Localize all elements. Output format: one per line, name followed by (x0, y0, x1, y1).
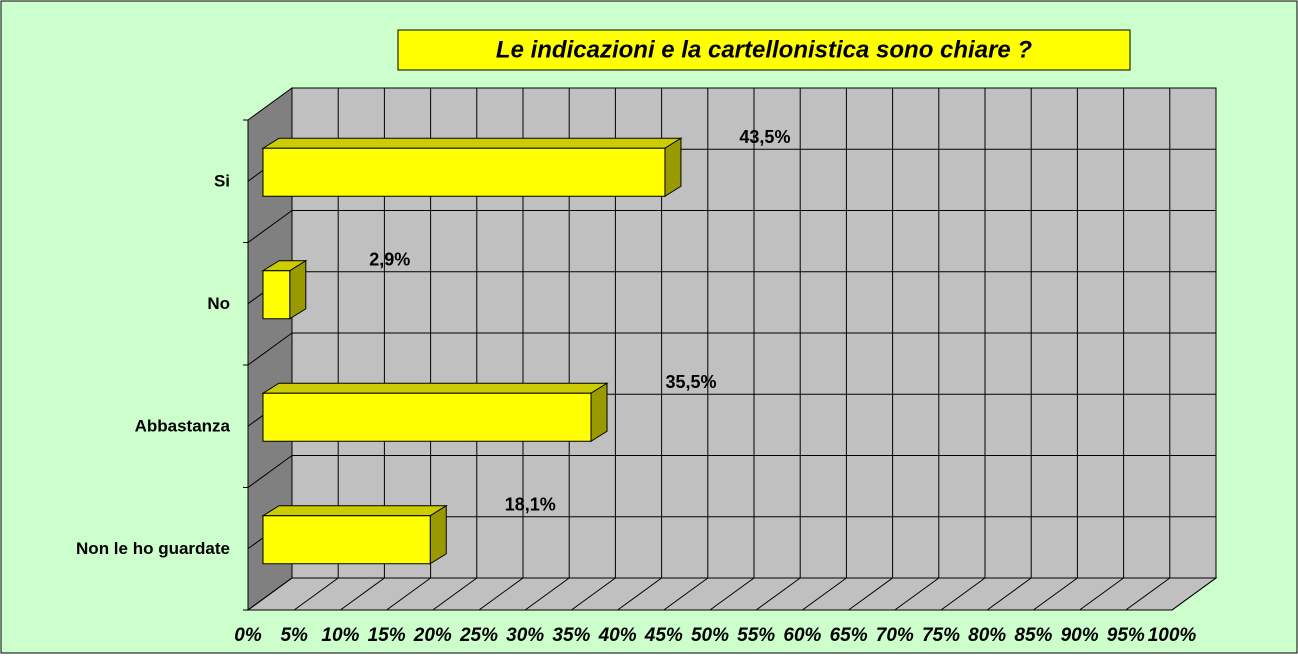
bar-top (261, 382, 609, 394)
floor-line (293, 577, 339, 611)
x-tick-label: 75% (922, 625, 960, 646)
side-line (247, 210, 293, 243)
x-tick-label: 95% (1107, 625, 1145, 646)
floor-line (478, 577, 524, 611)
bar-side (289, 259, 307, 320)
floor-line (1171, 577, 1217, 611)
bar-top (261, 137, 683, 149)
value-label: 2,9% (369, 250, 410, 270)
floor-line (755, 577, 801, 611)
floor-line (1125, 577, 1171, 611)
value-label: 35,5% (665, 372, 716, 392)
bar-side (429, 504, 447, 565)
value-label: 43,5% (739, 127, 790, 147)
floor-line (894, 577, 940, 611)
x-tick-label: 30% (506, 625, 544, 646)
x-tick-label: 0% (234, 625, 262, 646)
y-tick-label: Abbastanza (135, 417, 231, 436)
x-tick-label: 20% (413, 625, 452, 646)
x-tick-label: 40% (598, 625, 637, 646)
bar (262, 270, 291, 320)
floor-line (524, 577, 570, 611)
x-tick-label: 70% (876, 625, 914, 646)
floor-line (432, 577, 478, 611)
floor-line (663, 577, 709, 611)
floor-line (986, 577, 1032, 611)
floor-line (802, 577, 847, 611)
title-box (397, 29, 1131, 71)
x-tick-label: 10% (321, 625, 359, 646)
x-tick-label: 90% (1061, 625, 1099, 646)
x-tick-label: 60% (783, 625, 821, 646)
y-tick-label: No (207, 294, 230, 313)
y-tick-label: Non le ho guardate (76, 539, 230, 558)
floor-line (340, 577, 385, 611)
x-tick-label: 65% (830, 625, 868, 646)
bar-side (590, 382, 608, 443)
x-tick-label: 35% (552, 625, 590, 646)
bar-top (261, 505, 448, 517)
x-tick-label: 55% (737, 625, 775, 646)
x-tick-label: 50% (691, 625, 729, 646)
floor-line (617, 577, 662, 611)
floor-line (247, 577, 293, 611)
floor-line (940, 577, 986, 611)
floor-line (571, 577, 616, 611)
x-tick-label: 100% (1148, 625, 1197, 646)
side-line (247, 455, 293, 488)
x-tick-label: 45% (644, 625, 683, 646)
value-label: 18,1% (505, 495, 556, 515)
floor-line (848, 577, 893, 611)
floor-line (386, 577, 431, 611)
y-tick-label: Si (214, 172, 230, 191)
bar (262, 147, 666, 197)
x-tick-label: 5% (280, 625, 308, 646)
x-tick-label: 80% (968, 625, 1006, 646)
bar (262, 515, 431, 565)
bar (262, 392, 592, 442)
x-tick-label: 15% (368, 625, 406, 646)
side-line (247, 332, 293, 366)
x-tick-label: 25% (459, 625, 498, 646)
bar-side (664, 137, 682, 198)
floor-line (709, 577, 755, 611)
chart-title: Le indicazioni e la cartellonistica sono… (496, 36, 1032, 63)
floor-line (1033, 577, 1078, 611)
x-tick-label: 85% (1014, 625, 1052, 646)
floor-line (1079, 577, 1124, 611)
